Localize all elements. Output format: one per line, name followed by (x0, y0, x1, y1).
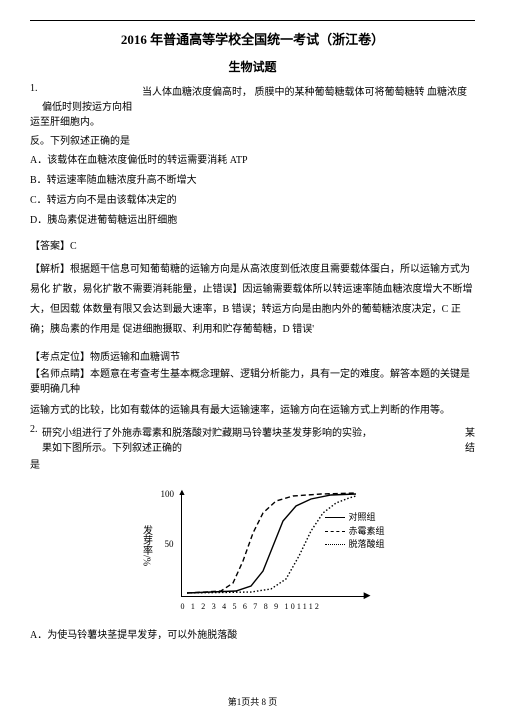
q1-extra: 运输方式的比较，比如有载体的运输具有最大运输速率，运输方向在运输方式上判断的作用… (30, 403, 475, 418)
chart-ytick-50: 50 (165, 539, 174, 549)
germination-chart: 发芽率/% 100 50 ▲ ▶ 0 1 2 3 4 5 6 7 8 9 101… (133, 485, 373, 615)
chart-legend: 对照组 赤霉素组 脱落酸组 (325, 511, 384, 552)
mingshi-text: 本题意在考查考生基本概念理解、逻辑分析能力，具有一定的难度。解答本题的关键是要明… (30, 369, 470, 395)
sub-title: 生物试题 (30, 58, 475, 75)
page-footer: 第1页共 8 页 (0, 695, 505, 708)
legend-aba: 脱落酸组 (348, 538, 384, 552)
mingshi-label: 【名师点睛】 (30, 369, 90, 380)
legend-ga: 赤霉素组 (348, 525, 384, 539)
q1-stem-line1: 当人体血糖浓度偏高时， 质膜中的某种葡萄糖载体可将葡萄糖转 血糖浓度偏低时则按运… (42, 83, 475, 113)
chart-ytick-100: 100 (161, 489, 175, 499)
q1-kaodian: 【考点定位】物质运输和血糖调节 (30, 348, 475, 363)
legend-control: 对照组 (348, 511, 375, 525)
q1-stem-line2: 运至肝细胞内。 (30, 115, 475, 130)
q1-number: 1. (30, 83, 42, 113)
q1-option-c: C．转运方向不是由该载体决定的 (30, 193, 475, 209)
legend-line-dotted-icon (325, 544, 345, 545)
q1-mingshi: 【名师点睛】本题意在考查考生基本概念理解、逻辑分析能力，具有一定的难度。解答本题… (30, 367, 475, 397)
q2-stem-line1: 研究小组进行了外施赤霉素和脱落酸对贮藏期马铃薯块茎发芽影响的实验， (42, 424, 463, 439)
q1-option-b: B．转运速率随血糖浓度升高不断增大 (30, 173, 475, 189)
q2-stem-line3: 是 (30, 458, 475, 473)
main-title: 2016 年普通高等学校全国统一考试（浙江卷） (30, 29, 475, 48)
q1-answer: 【答案】C (30, 237, 475, 252)
q1-option-a: A．该载体在血糖浓度偏低时的转运需要消耗 ATP (30, 153, 475, 169)
q2-stem-line2: 果如下图所示。下列叙述正确的 (42, 439, 463, 454)
chart-xticks: 0 1 2 3 4 5 6 7 8 9 101112 (181, 602, 322, 611)
analysis-label: 【解析】 (30, 264, 70, 275)
q2-option-a: A．为使马铃薯块茎提早发芽，可以外施脱落酸 (30, 628, 475, 644)
kaodian-text: 物质运输和血糖调节 (90, 352, 180, 363)
kaodian-label: 【考点定位】 (30, 352, 90, 363)
q1-option-d: D．胰岛素促进葡萄糖运出肝细胞 (30, 213, 475, 229)
q2-right1: 某 (463, 424, 475, 439)
legend-line-dashed-icon (325, 531, 345, 532)
analysis-text: 根据题干信息可知葡萄糖的运输方向是从高浓度到低浓度且需要载体蛋白，所以运输方式为… (30, 264, 473, 335)
legend-line-solid-icon (325, 517, 345, 518)
q1-analysis: 【解析】根据题干信息可知葡萄糖的运输方向是从高浓度到低浓度且需要载体蛋白，所以运… (30, 260, 475, 340)
q2-number: 2. (30, 424, 42, 439)
q1-stem-line3: 反。下列叙述正确的是 (30, 134, 475, 149)
chart-ylabel: 发芽率/% (139, 525, 154, 566)
q2-right2: 结 (463, 439, 475, 454)
